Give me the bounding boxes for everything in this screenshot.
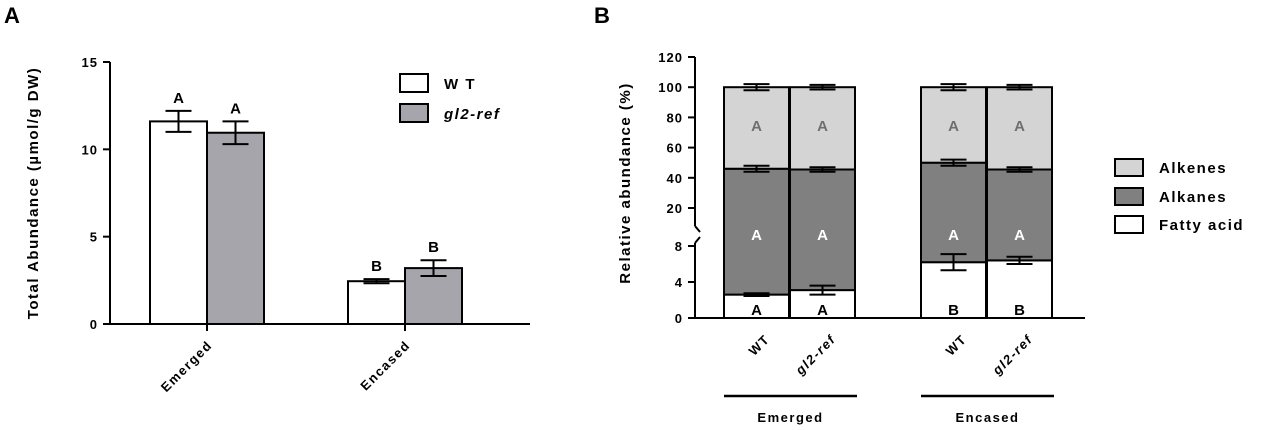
panel-a-legend-label: W T xyxy=(444,76,476,93)
panel-a-legend-swatch xyxy=(399,73,429,93)
panel-b-bar-label: gl2-ref xyxy=(792,331,839,378)
panel-b-ytick-label: 20 xyxy=(667,201,683,216)
panel-a-bar xyxy=(149,120,208,325)
panel-a-bar xyxy=(347,280,406,325)
panel-a-bar xyxy=(206,131,265,325)
panel-b-bar-label: WT xyxy=(943,332,970,359)
panel-a-ytick-label: 15 xyxy=(82,55,98,70)
panel-a-category-label: Emerged xyxy=(158,338,215,395)
panel-b-ytick-label: 60 xyxy=(667,141,683,156)
panel-a-plot: 0 5 10 15 A B A B Emerged Encased W T gl2-ref xyxy=(82,55,530,395)
panel-b-significance-alkanes: A xyxy=(751,227,762,244)
panel-b-legend-label: Fatty acid xyxy=(1159,217,1244,234)
panel-b-ytick-label: 40 xyxy=(667,171,683,186)
panel-a-significance-label: A xyxy=(173,90,184,107)
panel-b-group-label: Emerged xyxy=(757,410,823,425)
panel-b-significance-alkanes: A xyxy=(948,227,959,244)
panel-b-significance-alkenes: A xyxy=(817,118,828,135)
panel-b-bar-segment-alkanes xyxy=(789,168,856,292)
panel-b-significance-fatty-acid: B xyxy=(948,302,959,319)
panel-b-significance-alkanes: A xyxy=(817,227,828,244)
panel-b-significance-alkenes: A xyxy=(1014,118,1025,135)
panel-b-legend-label: Alkanes xyxy=(1159,189,1227,206)
panel-b-label: B xyxy=(594,3,610,28)
panel-b-bar-segment-alkenes xyxy=(789,86,856,171)
panel-b-bar-segment-alkanes xyxy=(723,167,790,296)
panel-b-axis-break-mark xyxy=(694,225,701,233)
panel-b-ytick-label: 0 xyxy=(675,311,683,326)
panel-b-ylabel: Relative abundance (%) xyxy=(617,82,634,283)
panel-a-ytick-label: 0 xyxy=(90,317,98,332)
panel-b-ytick-label: 80 xyxy=(667,110,683,125)
panel-b-ytick-label: 100 xyxy=(658,80,683,95)
panel-a-label: A xyxy=(4,3,20,28)
panel-b-ytick-label: 4 xyxy=(675,275,683,290)
panel-b-bar-segment-alkanes xyxy=(920,161,987,264)
panel-b-axis-break-mark xyxy=(694,236,701,244)
panel-a-ytick-label: 10 xyxy=(82,142,98,157)
panel-b-bar-segment-alkenes xyxy=(986,86,1053,171)
panel-a-ytick-label: 5 xyxy=(90,230,98,245)
panel-b-ytick-label: 120 xyxy=(658,50,683,65)
panel-a-ylabel: Total Abundance (µmol/g DW) xyxy=(25,67,42,319)
panel-b-bar-segment-fatty-acid xyxy=(920,261,987,320)
panel-b-significance-fatty-acid: B xyxy=(1014,302,1025,319)
panel-b-legend-swatch xyxy=(1114,215,1144,234)
panel-a-category-label: Encased xyxy=(357,338,413,394)
panel-a-legend-label: gl2-ref xyxy=(443,106,501,123)
panel-a-significance-label: B xyxy=(371,258,382,275)
panel-b-group-label: Encased xyxy=(956,410,1020,425)
panel-b-legend-swatch xyxy=(1114,158,1144,177)
panel-b-bar-label: gl2-ref xyxy=(989,331,1036,378)
panel-b-bar-label: WT xyxy=(746,332,773,359)
panel-b-significance-alkanes: A xyxy=(1014,227,1025,244)
panel-b-ytick-label: 8 xyxy=(675,239,683,254)
panel-a-legend-swatch xyxy=(399,103,429,123)
panel-b-significance-alkenes: A xyxy=(948,118,959,135)
panel-b-significance-fatty-acid: A xyxy=(751,302,762,319)
panel-a-bar xyxy=(404,267,463,325)
panel-a-significance-label: B xyxy=(428,239,439,256)
panel-b-legend-swatch xyxy=(1114,187,1144,206)
panel-b-bar-segment-alkenes xyxy=(723,86,790,170)
panel-b-legend-label: Alkenes xyxy=(1159,160,1227,177)
panel-a-significance-label: A xyxy=(230,100,241,117)
panel-b-bar-segment-alkanes xyxy=(986,168,1053,262)
panel-b-significance-alkenes: A xyxy=(751,118,762,135)
panel-b-significance-fatty-acid: A xyxy=(817,302,828,319)
